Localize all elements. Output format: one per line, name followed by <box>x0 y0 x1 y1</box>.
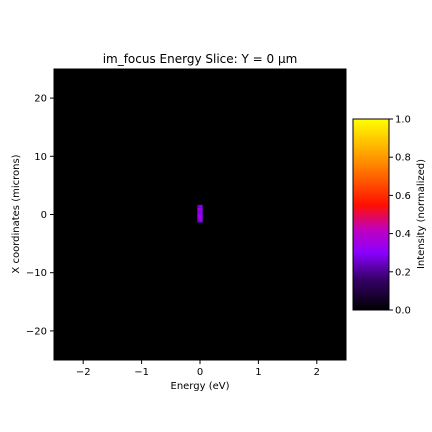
x-tick-label: −2 <box>76 367 91 378</box>
heatmap-cell <box>199 213 203 217</box>
heatmap-cell <box>197 207 201 211</box>
heatmap-cell <box>197 216 201 220</box>
heatmap-cell <box>199 216 203 220</box>
heatmap-cell <box>199 219 203 223</box>
chart-title: im_focus Energy Slice: Y = 0 µm <box>103 52 298 66</box>
x-tick-label: 1 <box>255 367 261 378</box>
colorbar-ticks: 0.0 0.2 0.4 0.6 0.8 1.0 <box>389 115 411 317</box>
colorbar-tick-label: 0.4 <box>395 229 411 240</box>
x-axis-ticks: −2 −1 0 1 2 <box>76 360 320 378</box>
heatmap-cell <box>199 204 203 208</box>
heatmap-cell <box>197 219 201 223</box>
x-tick-label: 2 <box>314 367 320 378</box>
x-tick-label: −1 <box>134 367 149 378</box>
y-axis-ticks: −20 −10 0 10 20 <box>26 94 54 337</box>
colorbar-tick-label: 0.2 <box>395 267 411 278</box>
y-tick-label: 20 <box>34 94 47 105</box>
heatmap-cell <box>197 204 201 208</box>
y-tick-label: −10 <box>26 268 47 279</box>
y-tick-label: −20 <box>26 326 47 337</box>
intensity-spot <box>197 204 203 223</box>
colorbar-tick-label: 0.6 <box>395 191 411 202</box>
heatmap-cell <box>199 207 203 211</box>
x-tick-label: 0 <box>197 367 203 378</box>
colorbar-label: Intensity (normalized) <box>416 159 427 269</box>
heatmap-cell <box>199 210 203 214</box>
colorbar-tick-label: 0.0 <box>395 306 411 317</box>
y-axis-label: X coordinates (microns) <box>11 154 22 273</box>
colorbar <box>352 118 390 311</box>
y-tick-label: 10 <box>34 152 47 163</box>
colorbar-tick-label: 1.0 <box>395 115 411 126</box>
heatmap-cell <box>197 213 201 217</box>
x-axis-label: Energy (eV) <box>171 381 230 392</box>
heatmap-cell <box>197 210 201 214</box>
y-tick-label: 0 <box>41 210 47 221</box>
colorbar-tick-label: 0.8 <box>395 153 411 164</box>
